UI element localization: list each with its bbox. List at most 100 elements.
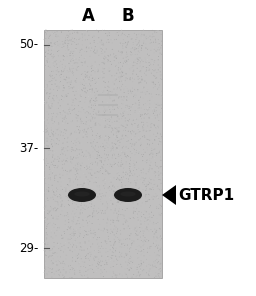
Point bbox=[67, 176, 71, 181]
Point bbox=[87, 46, 91, 50]
Point bbox=[54, 225, 58, 229]
Point bbox=[129, 111, 133, 116]
Point bbox=[44, 242, 48, 247]
Point bbox=[100, 155, 104, 160]
Point bbox=[116, 160, 120, 165]
Point bbox=[68, 275, 72, 280]
Point bbox=[127, 106, 131, 111]
Point bbox=[66, 70, 70, 74]
Point bbox=[74, 227, 78, 232]
Point bbox=[76, 85, 80, 89]
Point bbox=[48, 41, 52, 45]
Point bbox=[78, 195, 82, 200]
Point bbox=[127, 258, 131, 263]
Point bbox=[97, 79, 101, 84]
Point bbox=[105, 40, 109, 45]
Point bbox=[152, 33, 156, 37]
Point bbox=[114, 257, 119, 261]
Point bbox=[145, 223, 149, 228]
Point bbox=[120, 197, 124, 202]
Point bbox=[66, 61, 70, 66]
Point bbox=[143, 135, 147, 139]
Point bbox=[124, 71, 128, 76]
Point bbox=[146, 215, 150, 220]
Point bbox=[127, 260, 131, 265]
Point bbox=[53, 250, 57, 255]
Point bbox=[73, 188, 77, 193]
Point bbox=[158, 227, 162, 231]
Point bbox=[131, 42, 135, 47]
Point bbox=[81, 183, 85, 187]
Point bbox=[103, 116, 107, 121]
Point bbox=[91, 68, 95, 73]
Point bbox=[49, 228, 53, 233]
Point bbox=[125, 59, 129, 64]
Point bbox=[54, 84, 58, 89]
Point bbox=[124, 155, 129, 160]
Point bbox=[47, 148, 51, 153]
Point bbox=[42, 243, 47, 248]
Point bbox=[91, 214, 95, 218]
Point bbox=[75, 49, 79, 53]
Point bbox=[132, 216, 136, 221]
Point bbox=[145, 160, 149, 165]
Ellipse shape bbox=[114, 188, 142, 202]
Point bbox=[80, 75, 84, 80]
Point bbox=[80, 47, 84, 52]
Point bbox=[52, 54, 57, 59]
Point bbox=[62, 204, 67, 209]
Text: A: A bbox=[82, 7, 94, 25]
Point bbox=[115, 221, 120, 226]
Point bbox=[133, 131, 137, 136]
Point bbox=[128, 259, 132, 264]
Point bbox=[137, 38, 141, 43]
Point bbox=[44, 127, 48, 132]
Point bbox=[113, 196, 117, 200]
Point bbox=[47, 45, 51, 50]
Point bbox=[46, 211, 50, 216]
Point bbox=[111, 107, 115, 112]
Point bbox=[133, 87, 137, 92]
Point bbox=[127, 249, 132, 254]
Point bbox=[60, 128, 65, 133]
Point bbox=[111, 149, 115, 153]
Point bbox=[76, 255, 80, 260]
Point bbox=[122, 212, 126, 216]
Point bbox=[134, 72, 138, 77]
Point bbox=[49, 125, 54, 130]
Point bbox=[100, 191, 104, 196]
Point bbox=[52, 225, 56, 230]
Point bbox=[133, 180, 137, 185]
Point bbox=[101, 250, 105, 255]
Point bbox=[98, 39, 102, 44]
Point bbox=[76, 241, 80, 245]
Point bbox=[143, 41, 147, 46]
Point bbox=[101, 28, 105, 33]
Point bbox=[123, 33, 127, 38]
Point bbox=[100, 57, 104, 62]
Point bbox=[111, 192, 115, 197]
Point bbox=[142, 116, 146, 120]
Point bbox=[154, 49, 158, 54]
Point bbox=[74, 112, 78, 117]
Point bbox=[123, 133, 127, 138]
Point bbox=[132, 143, 136, 147]
Point bbox=[77, 109, 81, 114]
Point bbox=[134, 46, 138, 51]
Point bbox=[107, 85, 111, 90]
Point bbox=[109, 116, 113, 120]
Point bbox=[73, 163, 77, 168]
Point bbox=[124, 170, 128, 175]
Point bbox=[52, 76, 56, 81]
Point bbox=[51, 56, 55, 60]
Point bbox=[127, 106, 131, 111]
Point bbox=[90, 202, 94, 206]
Point bbox=[144, 239, 148, 244]
Point bbox=[142, 41, 146, 46]
Point bbox=[43, 261, 47, 266]
Point bbox=[72, 206, 76, 211]
Point bbox=[89, 266, 93, 271]
Point bbox=[157, 92, 161, 97]
Point bbox=[67, 241, 71, 245]
Point bbox=[123, 266, 127, 270]
